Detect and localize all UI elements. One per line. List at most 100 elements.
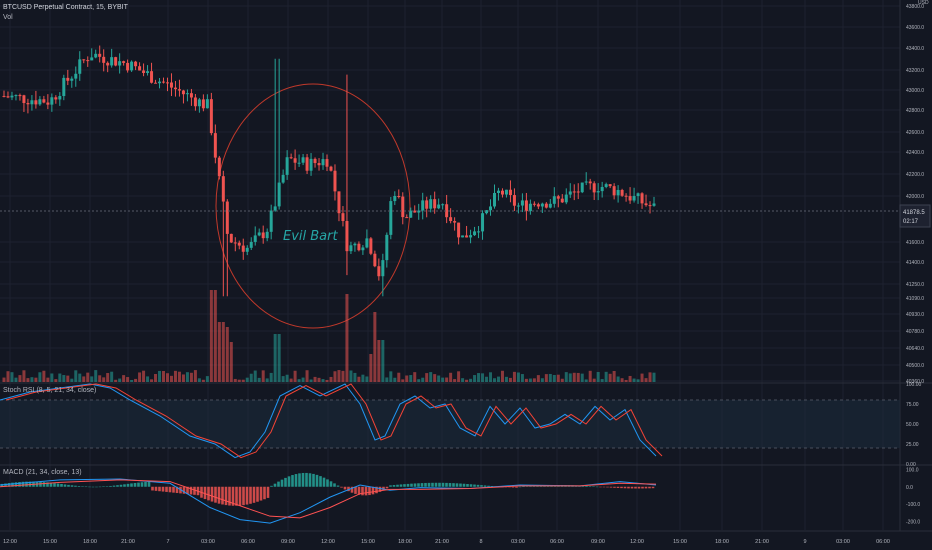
macd-histogram-bar (466, 483, 469, 487)
price-tick-label: 43000.0 (906, 88, 924, 94)
candle-body (616, 189, 620, 196)
volume-bar (269, 372, 273, 382)
candle-body (110, 57, 114, 66)
volume-bar (584, 379, 588, 382)
macd-histogram-bar (434, 482, 438, 487)
macd-histogram-bar (305, 472, 308, 487)
annotation-text: Evil Bart (283, 229, 338, 244)
time-tick-label: 03:00 (511, 539, 525, 545)
macd-histogram-bar (417, 483, 420, 487)
candle-body (496, 190, 500, 193)
volume-bar (556, 374, 560, 382)
volume-bar (233, 378, 237, 382)
volume-bar (381, 340, 385, 382)
stoch-rsi-k-line (0, 383, 657, 459)
candle-body (86, 60, 90, 62)
macd-histogram-bar (480, 485, 483, 487)
volume-bar (552, 374, 556, 382)
time-tick-label: 15:00 (673, 539, 687, 545)
volume-bar (142, 370, 146, 382)
volume-bar (500, 370, 504, 382)
candle-body (512, 195, 516, 206)
candle-body (289, 157, 293, 159)
candle-body (213, 133, 217, 158)
time-tick-label: 06:00 (550, 539, 564, 545)
volume-bar (540, 378, 544, 382)
candle-body (500, 190, 504, 195)
volume-bar (652, 372, 656, 382)
volume-bars (2, 290, 656, 382)
price-tick-label: 41600.0 (906, 240, 924, 246)
volume-bar (94, 370, 98, 382)
macd-histogram-bar (448, 483, 452, 487)
time-tick-label: 12:00 (630, 539, 644, 545)
candle-body (373, 253, 377, 267)
volume-bar (10, 372, 14, 382)
price-tick-label: 41090.0 (906, 296, 924, 302)
candle-body (142, 70, 146, 73)
macd-histogram-bar (511, 486, 515, 488)
candle-body (189, 93, 193, 98)
candle-body (492, 192, 496, 207)
candle-body (281, 174, 285, 183)
volume-bar (150, 379, 154, 382)
volume-bar (349, 370, 353, 382)
macd-pane (0, 472, 657, 524)
macd-histogram-bar (105, 486, 109, 487)
candle-body (34, 100, 38, 105)
macd-histogram-bar (235, 486, 238, 506)
price-tag (899, 204, 931, 228)
candle-body (325, 159, 329, 167)
grid-lines (0, 0, 932, 532)
macd-histogram-bar (158, 486, 161, 492)
macd-histogram-bar (410, 483, 413, 487)
candle-body (365, 238, 369, 248)
macd-histogram-bar (441, 482, 445, 487)
macd-histogram-bar (592, 486, 595, 487)
macd-histogram-bar (599, 486, 602, 488)
macd-histogram-bar (287, 476, 291, 487)
volume-bar (508, 377, 512, 382)
macd-histogram-bar (413, 483, 417, 487)
price-tick-label: 42600.0 (906, 130, 924, 136)
candle-body (437, 204, 441, 209)
macd-histogram-bar (189, 486, 193, 495)
time-tick-label: 09:00 (281, 539, 295, 545)
candle-body (520, 200, 524, 206)
volume-bar (401, 379, 405, 382)
volume-bar (612, 370, 616, 382)
candle-body (652, 203, 656, 206)
candle-body (465, 235, 469, 238)
macd-histogram-bar (49, 482, 53, 487)
candle-body (401, 196, 405, 218)
candle-body (357, 243, 361, 251)
time-tick-label: 09:00 (591, 539, 605, 545)
macd-histogram-bar (221, 486, 224, 505)
macd-histogram-bar (406, 483, 410, 487)
candle-body (377, 266, 381, 277)
candle-body (217, 157, 221, 177)
macd-histogram-bar (161, 486, 165, 492)
candle-body (18, 95, 22, 97)
price-tick-label: 42200.0 (906, 172, 924, 178)
macd-histogram-bar (231, 486, 235, 506)
candle-body (433, 199, 437, 209)
macd-histogram-bar (77, 486, 81, 487)
candle-body (301, 157, 305, 163)
volume-bar (329, 376, 333, 382)
macd-tick-label: -100.0 (906, 502, 920, 508)
macd-histogram-bar (270, 485, 273, 487)
macd-histogram-bar (249, 486, 252, 504)
macd-histogram-bar (340, 486, 343, 488)
macd-histogram-bar (361, 486, 364, 496)
candle-body (532, 203, 536, 205)
macd-histogram-bar (18, 482, 21, 487)
candle-body (421, 200, 425, 211)
candle-body (572, 191, 576, 193)
volume-bar (50, 373, 54, 382)
candle-body (126, 62, 130, 71)
candle-body (489, 206, 493, 211)
macd-histogram-bar (403, 484, 406, 487)
macd-histogram-bar (252, 486, 256, 503)
time-tick-label: 18:00 (83, 539, 97, 545)
